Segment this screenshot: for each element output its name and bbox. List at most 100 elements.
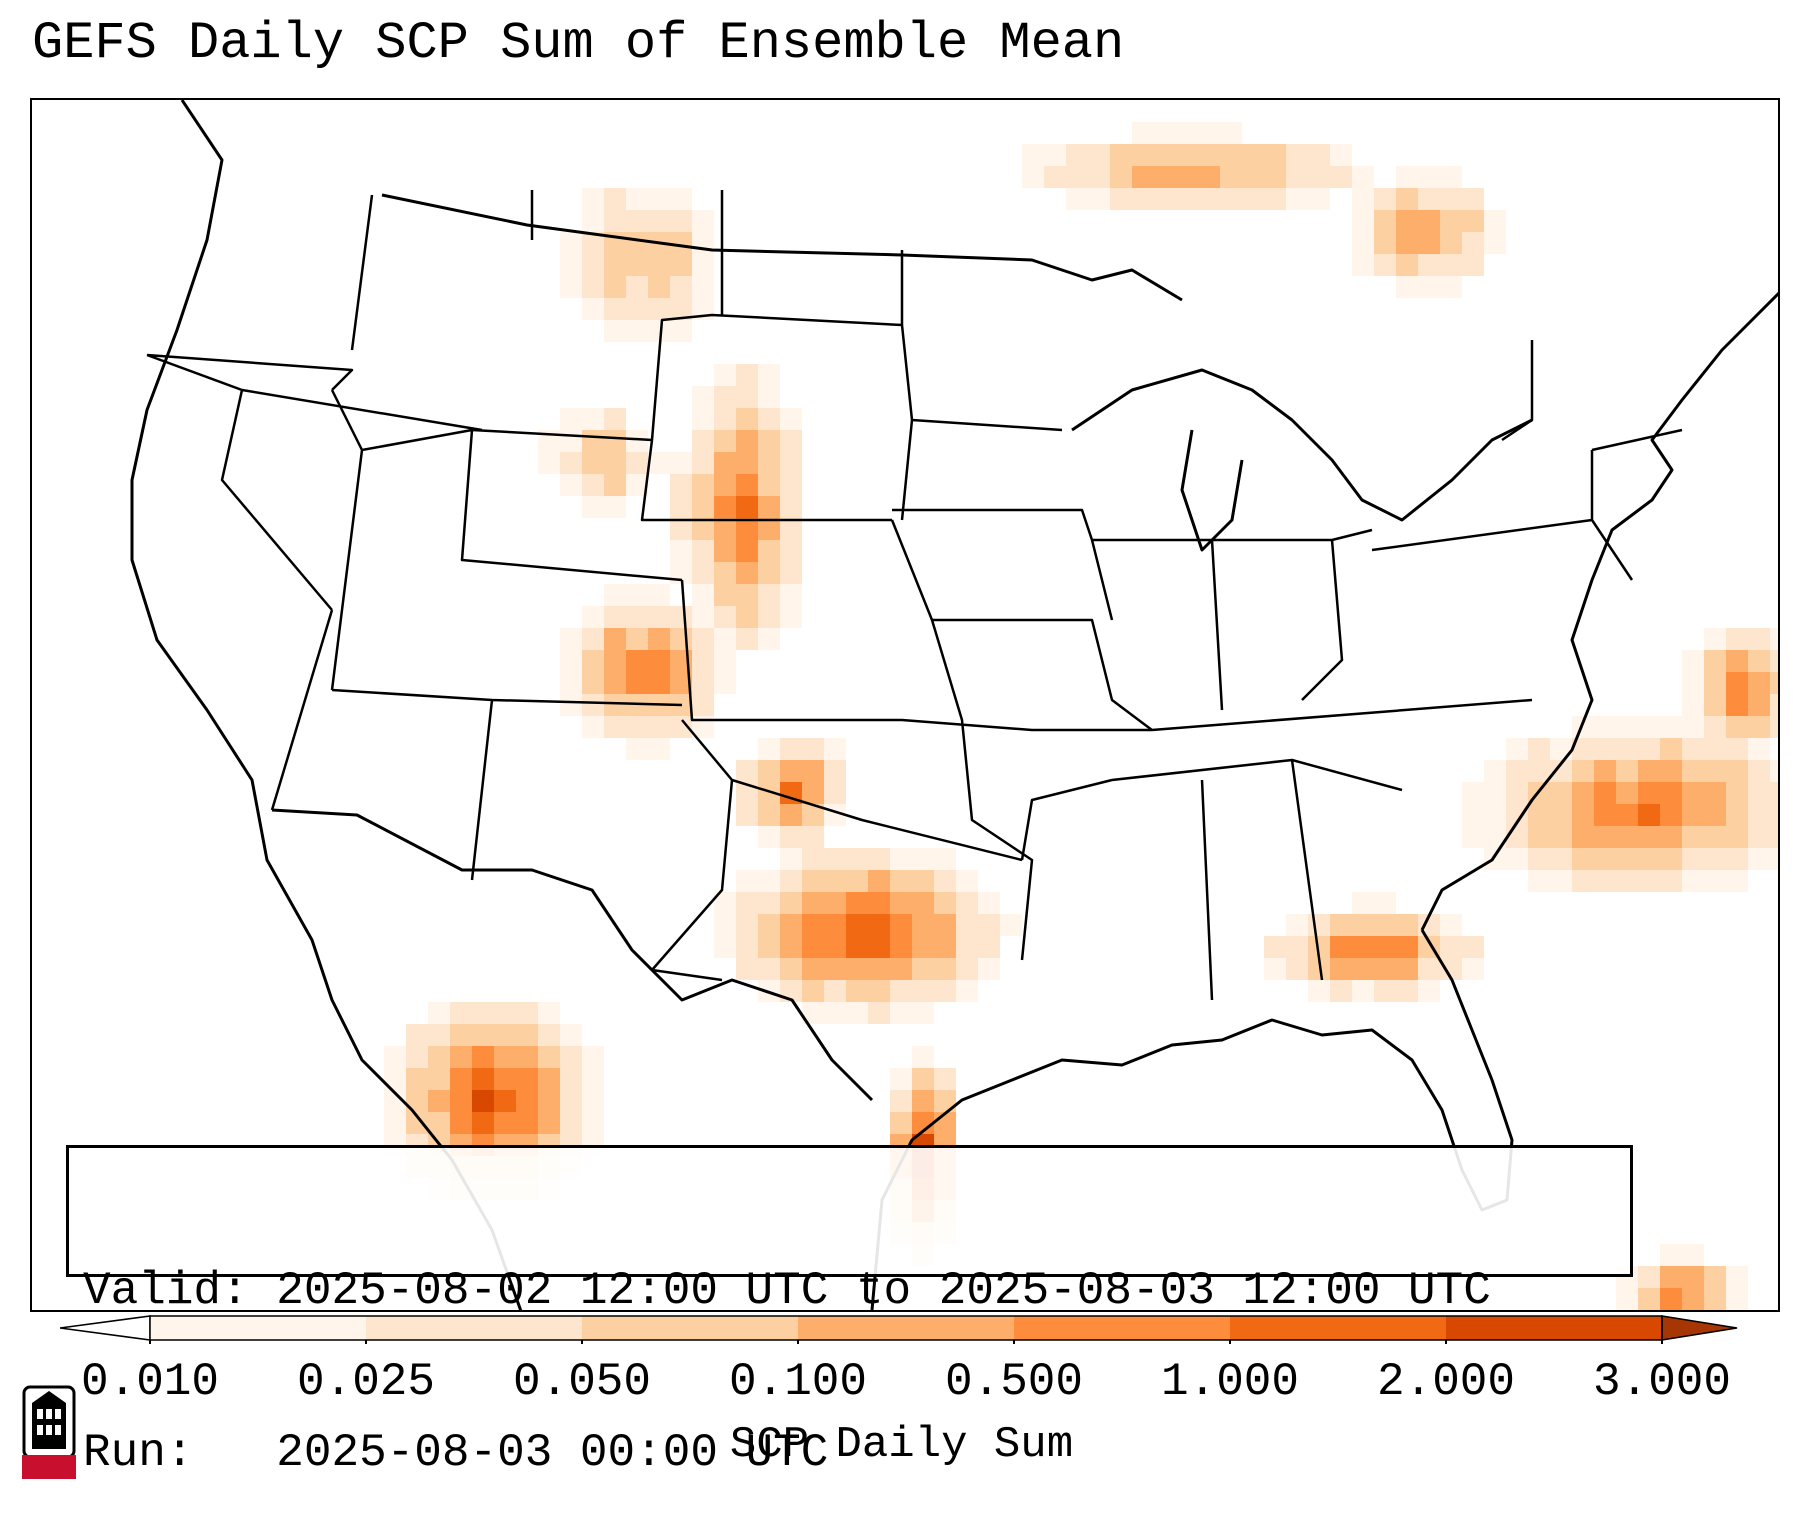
scp-cell bbox=[494, 1046, 516, 1068]
scp-cell bbox=[1726, 628, 1748, 650]
scp-cell bbox=[890, 936, 912, 958]
scp-cell bbox=[1748, 672, 1770, 694]
scp-cell bbox=[846, 958, 868, 980]
scp-cell bbox=[1726, 716, 1748, 738]
scp-cell bbox=[868, 1002, 890, 1024]
scp-cell bbox=[582, 650, 604, 672]
scp-cell bbox=[758, 364, 780, 386]
scp-cell bbox=[1770, 628, 1778, 650]
scp-cell bbox=[934, 892, 956, 914]
scp-cell bbox=[1528, 738, 1550, 760]
scp-cell bbox=[626, 320, 648, 342]
scp-cell bbox=[1638, 826, 1660, 848]
scp-cell bbox=[450, 1002, 472, 1024]
scp-cell bbox=[1418, 254, 1440, 276]
scp-cell bbox=[472, 1112, 494, 1134]
scp-cell bbox=[1396, 166, 1418, 188]
scp-cell bbox=[1726, 804, 1748, 826]
scp-cell bbox=[1660, 760, 1682, 782]
scp-cell bbox=[1198, 188, 1220, 210]
scp-cell bbox=[802, 1002, 824, 1024]
scp-cell bbox=[692, 408, 714, 430]
scp-cell bbox=[626, 276, 648, 298]
scp-cell bbox=[670, 452, 692, 474]
scp-cell bbox=[1616, 870, 1638, 892]
scp-cell bbox=[560, 650, 582, 672]
scp-cell bbox=[1528, 760, 1550, 782]
scp-cell bbox=[560, 1090, 582, 1112]
scp-cell bbox=[890, 958, 912, 980]
niu-logo-icon bbox=[22, 1385, 76, 1479]
scp-cell bbox=[1000, 914, 1022, 936]
scp-cell bbox=[604, 254, 626, 276]
scp-cell bbox=[780, 936, 802, 958]
scp-cell bbox=[1352, 210, 1374, 232]
scp-cell bbox=[824, 782, 846, 804]
scp-cell bbox=[1748, 760, 1770, 782]
east-coastline bbox=[1420, 291, 1778, 931]
scp-cell bbox=[1594, 760, 1616, 782]
scp-cell bbox=[494, 1090, 516, 1112]
scp-cell bbox=[428, 1024, 450, 1046]
scp-cell bbox=[604, 650, 626, 672]
scp-cell bbox=[692, 254, 714, 276]
scp-cell bbox=[1484, 760, 1506, 782]
scp-cell bbox=[1418, 166, 1440, 188]
scp-cell bbox=[912, 1002, 934, 1024]
scp-cell bbox=[736, 584, 758, 606]
scp-cell bbox=[758, 518, 780, 540]
scp-cell bbox=[1264, 936, 1286, 958]
scp-cell bbox=[384, 1090, 406, 1112]
scp-cell bbox=[582, 232, 604, 254]
scp-cell bbox=[780, 540, 802, 562]
scp-cell bbox=[582, 1046, 604, 1068]
scp-cell bbox=[780, 606, 802, 628]
scp-cell bbox=[1638, 782, 1660, 804]
scp-cell bbox=[846, 892, 868, 914]
scp-cell bbox=[758, 408, 780, 430]
scp-cell bbox=[912, 892, 934, 914]
scp-cell bbox=[802, 936, 824, 958]
scp-cell bbox=[406, 1112, 428, 1134]
scp-cell bbox=[780, 452, 802, 474]
scp-cell bbox=[1682, 760, 1704, 782]
scp-cell bbox=[1594, 870, 1616, 892]
scp-cell bbox=[934, 1068, 956, 1090]
scp-cell bbox=[1528, 870, 1550, 892]
scp-cell bbox=[1748, 694, 1770, 716]
scp-cell bbox=[626, 188, 648, 210]
scp-cell bbox=[1550, 848, 1572, 870]
scp-cell bbox=[1462, 958, 1484, 980]
scp-cell bbox=[736, 496, 758, 518]
scp-cell bbox=[868, 870, 890, 892]
scp-cell bbox=[582, 430, 604, 452]
scp-cell bbox=[1748, 716, 1770, 738]
scp-cell bbox=[736, 364, 758, 386]
scp-cell bbox=[1682, 1244, 1704, 1266]
scp-cell bbox=[604, 320, 626, 342]
scp-cell bbox=[1616, 1288, 1638, 1310]
scp-cell bbox=[824, 980, 846, 1002]
scp-cell bbox=[494, 1002, 516, 1024]
scp-cell bbox=[692, 562, 714, 584]
scp-cell bbox=[516, 1090, 538, 1112]
scp-cell bbox=[978, 958, 1000, 980]
scp-cell bbox=[780, 738, 802, 760]
scp-cell bbox=[1660, 782, 1682, 804]
scp-cell bbox=[560, 254, 582, 276]
scp-cell bbox=[1704, 1266, 1726, 1288]
scp-cell bbox=[648, 738, 670, 760]
scp-cell bbox=[604, 298, 626, 320]
scp-cell bbox=[1616, 848, 1638, 870]
scp-cell bbox=[912, 848, 934, 870]
scp-cell bbox=[1374, 980, 1396, 1002]
scp-cell bbox=[384, 1112, 406, 1134]
scp-cell bbox=[1286, 166, 1308, 188]
scp-cell bbox=[516, 1002, 538, 1024]
scp-cell bbox=[582, 1090, 604, 1112]
scp-cell bbox=[1770, 672, 1778, 694]
scp-cell bbox=[692, 606, 714, 628]
scp-cell bbox=[802, 958, 824, 980]
scp-cell bbox=[1704, 804, 1726, 826]
scp-cell bbox=[648, 650, 670, 672]
